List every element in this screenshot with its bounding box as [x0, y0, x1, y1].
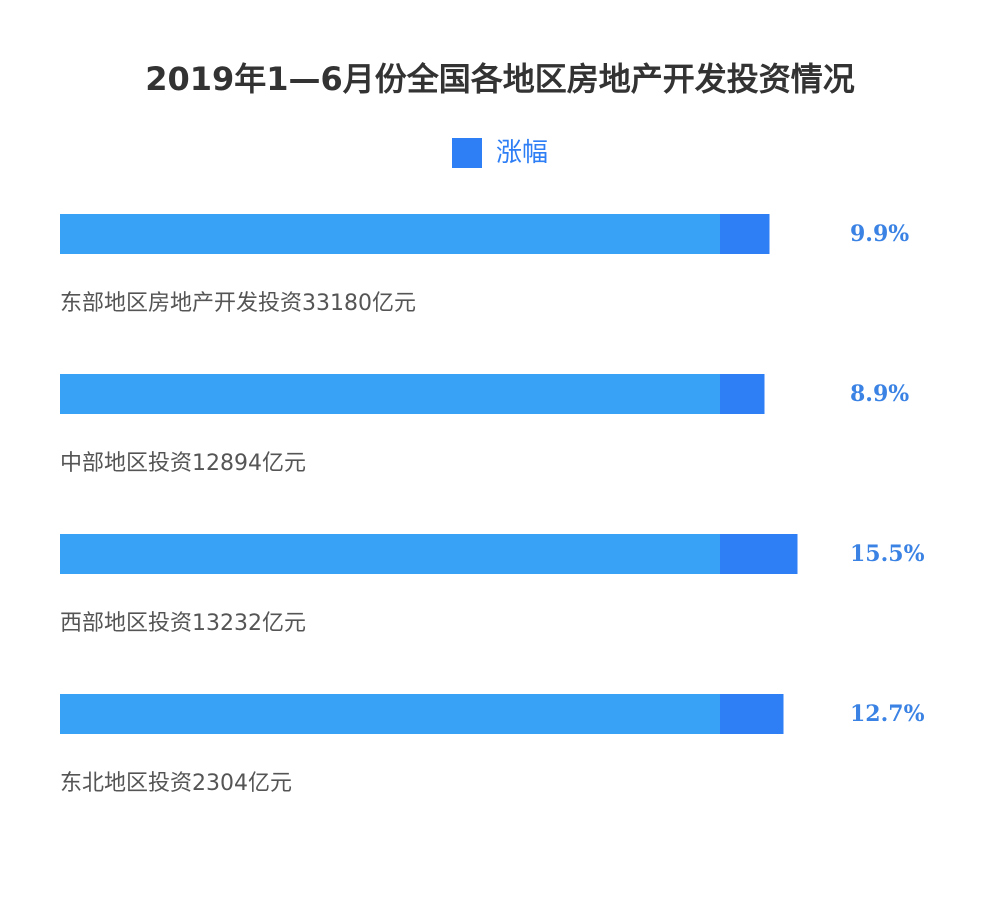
- bar-increase-east: [720, 214, 770, 254]
- legend-label-increase: 涨幅: [495, 138, 548, 168]
- legend-swatch-increase: [451, 138, 482, 168]
- category-label-northeast: 东北地区投资2304亿元: [60, 771, 292, 796]
- bar-base-northeast: [60, 694, 720, 734]
- legend: 涨幅: [0, 136, 1000, 170]
- bar-increase-northeast: [720, 694, 784, 734]
- bar-base-central: [60, 374, 720, 414]
- category-label-central: 中部地区投资12894亿元: [60, 451, 306, 476]
- value-label-west: 15.5%: [850, 541, 925, 567]
- bar-increase-west: [720, 534, 798, 574]
- bar-increase-central: [720, 374, 765, 414]
- value-label-central: 8.9%: [850, 381, 910, 407]
- value-label-northeast: 12.7%: [850, 701, 925, 727]
- bar-base-west: [60, 534, 720, 574]
- category-label-east: 东部地区房地产开发投资33180亿元: [60, 291, 416, 316]
- category-label-west: 西部地区投资13232亿元: [60, 611, 306, 636]
- chart-title: 2019年1—6月份全国各地区房地产开发投资情况: [145, 60, 855, 98]
- value-label-east: 9.9%: [850, 221, 910, 247]
- bar-base-east: [60, 214, 720, 254]
